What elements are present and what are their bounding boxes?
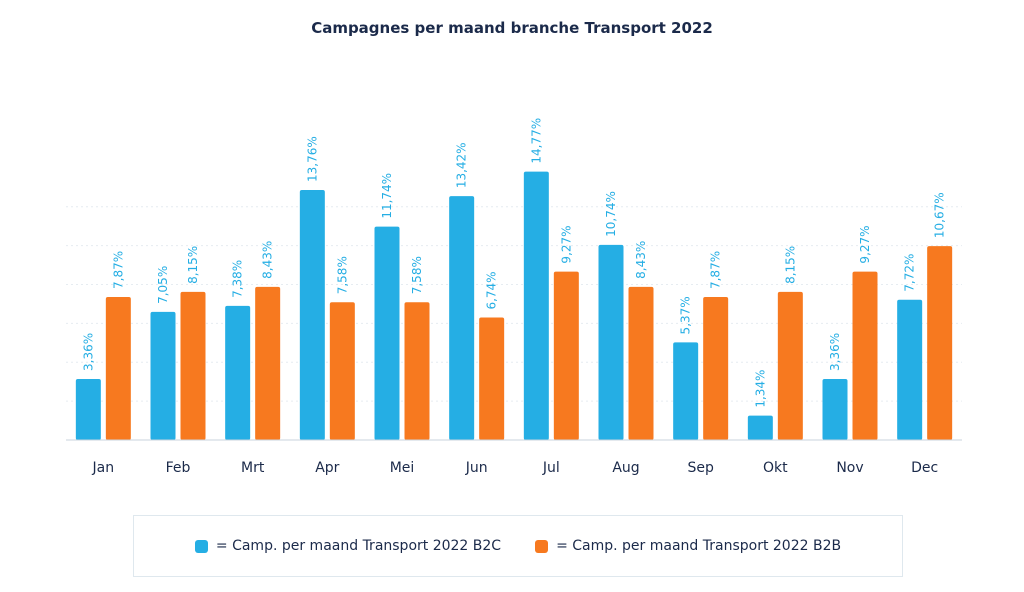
bar-b2b-sep	[703, 297, 729, 440]
bar-b2c-aug	[598, 244, 624, 440]
x-axis-tick-labels: Jan Feb Mrt Apr Mei Jun Jul Aug Sep Okt Nov Dec	[92, 460, 939, 476]
data-label-b2c-sep: 5,37%	[679, 296, 693, 334]
data-label-b2c-nov: 3,36%	[828, 333, 842, 371]
bar-chart: 3,36% 7,87% 7,05% 8,15% 7,38% 8,43% 13,76% 7,58…	[66, 118, 962, 476]
bar-b2b-okt	[777, 291, 803, 440]
bar-b2b-jun	[479, 317, 505, 440]
data-label-b2c-mei: 11,74%	[380, 173, 394, 219]
bar-b2b-jul	[553, 271, 579, 440]
legend: = Camp. per maand Transport 2022 B2C = C…	[133, 515, 903, 577]
bar-b2c-feb	[150, 311, 176, 440]
legend-item-b2b: = Camp. per maand Transport 2022 B2B	[535, 538, 841, 554]
bar-b2b-dec	[927, 246, 953, 440]
legend-item-b2c: = Camp. per maand Transport 2022 B2C	[194, 538, 502, 554]
bar-b2c-sep	[673, 342, 699, 440]
data-label-b2b-jul: 9,27%	[559, 225, 573, 263]
data-label-b2b-aug: 8,43%	[634, 241, 648, 279]
data-label-b2c-okt: 1,34%	[753, 370, 767, 408]
bar-b2b-feb	[180, 291, 206, 440]
bar-b2b-nov	[852, 271, 878, 440]
data-label-b2c-feb: 7,05%	[156, 266, 170, 304]
bar-b2b-aug	[628, 286, 654, 440]
data-label-b2b-okt: 8,15%	[783, 246, 797, 284]
bar-b2c-jan	[75, 378, 101, 440]
x-tick-jun: Jun	[465, 460, 488, 476]
legend-label-b2b: = Camp. per maand Transport 2022 B2B	[556, 538, 842, 554]
x-tick-mei: Mei	[390, 460, 415, 476]
x-tick-jul: Jul	[542, 460, 560, 476]
data-label-b2c-jun: 13,42%	[455, 142, 469, 188]
data-label-b2b-jun: 6,74%	[485, 271, 499, 309]
data-label-b2b-apr: 7,58%	[335, 256, 349, 294]
data-label-b2b-dec: 10,67%	[933, 192, 947, 238]
bar-b2c-mei	[374, 226, 400, 440]
data-label-b2c-jan: 3,36%	[81, 333, 95, 371]
data-labels: 3,36% 7,87% 7,05% 8,15% 7,38% 8,43% 13,76% 7,58…	[81, 118, 946, 408]
bars	[75, 171, 953, 441]
data-label-b2c-aug: 10,74%	[604, 191, 618, 237]
bar-b2b-mrt	[255, 286, 281, 440]
bar-b2c-mrt	[225, 305, 251, 440]
data-label-b2c-apr: 13,76%	[305, 136, 319, 182]
legend-swatch-b2b	[535, 539, 549, 553]
x-tick-sep: Sep	[687, 460, 714, 476]
data-label-b2b-sep: 7,87%	[709, 251, 723, 289]
bar-b2c-jul	[523, 171, 549, 441]
bar-b2c-apr	[299, 189, 325, 440]
data-label-b2b-nov: 9,27%	[858, 225, 872, 263]
data-label-b2c-jul: 14,77%	[529, 118, 543, 164]
data-label-b2b-mei: 7,58%	[410, 256, 424, 294]
x-tick-feb: Feb	[166, 460, 191, 476]
x-tick-okt: Okt	[763, 460, 788, 476]
gridlines	[66, 206, 962, 402]
data-label-b2b-feb: 8,15%	[186, 246, 200, 284]
bar-b2b-apr	[329, 302, 355, 440]
x-tick-jan: Jan	[92, 460, 115, 476]
bar-b2c-dec	[897, 299, 923, 440]
x-tick-dec: Dec	[911, 460, 938, 476]
data-label-b2c-dec: 7,72%	[903, 254, 917, 292]
x-tick-aug: Aug	[612, 460, 639, 476]
data-label-b2b-mrt: 8,43%	[261, 241, 275, 279]
bar-b2b-mei	[404, 302, 430, 440]
x-tick-apr: Apr	[315, 460, 339, 476]
data-label-b2c-mrt: 7,38%	[231, 260, 245, 298]
chart-title: Campagnes per maand branche Transport 20…	[311, 19, 713, 37]
legend-label-b2c: = Camp. per maand Transport 2022 B2C	[215, 538, 502, 554]
x-tick-nov: Nov	[836, 460, 863, 476]
bar-b2c-nov	[822, 378, 848, 440]
data-label-b2b-jan: 7,87%	[111, 251, 125, 289]
x-tick-mrt: Mrt	[241, 460, 265, 476]
bar-b2c-okt	[747, 415, 773, 440]
legend-swatch-b2c	[194, 539, 208, 553]
bar-b2c-jun	[449, 196, 475, 440]
bar-b2b-jan	[105, 297, 131, 440]
